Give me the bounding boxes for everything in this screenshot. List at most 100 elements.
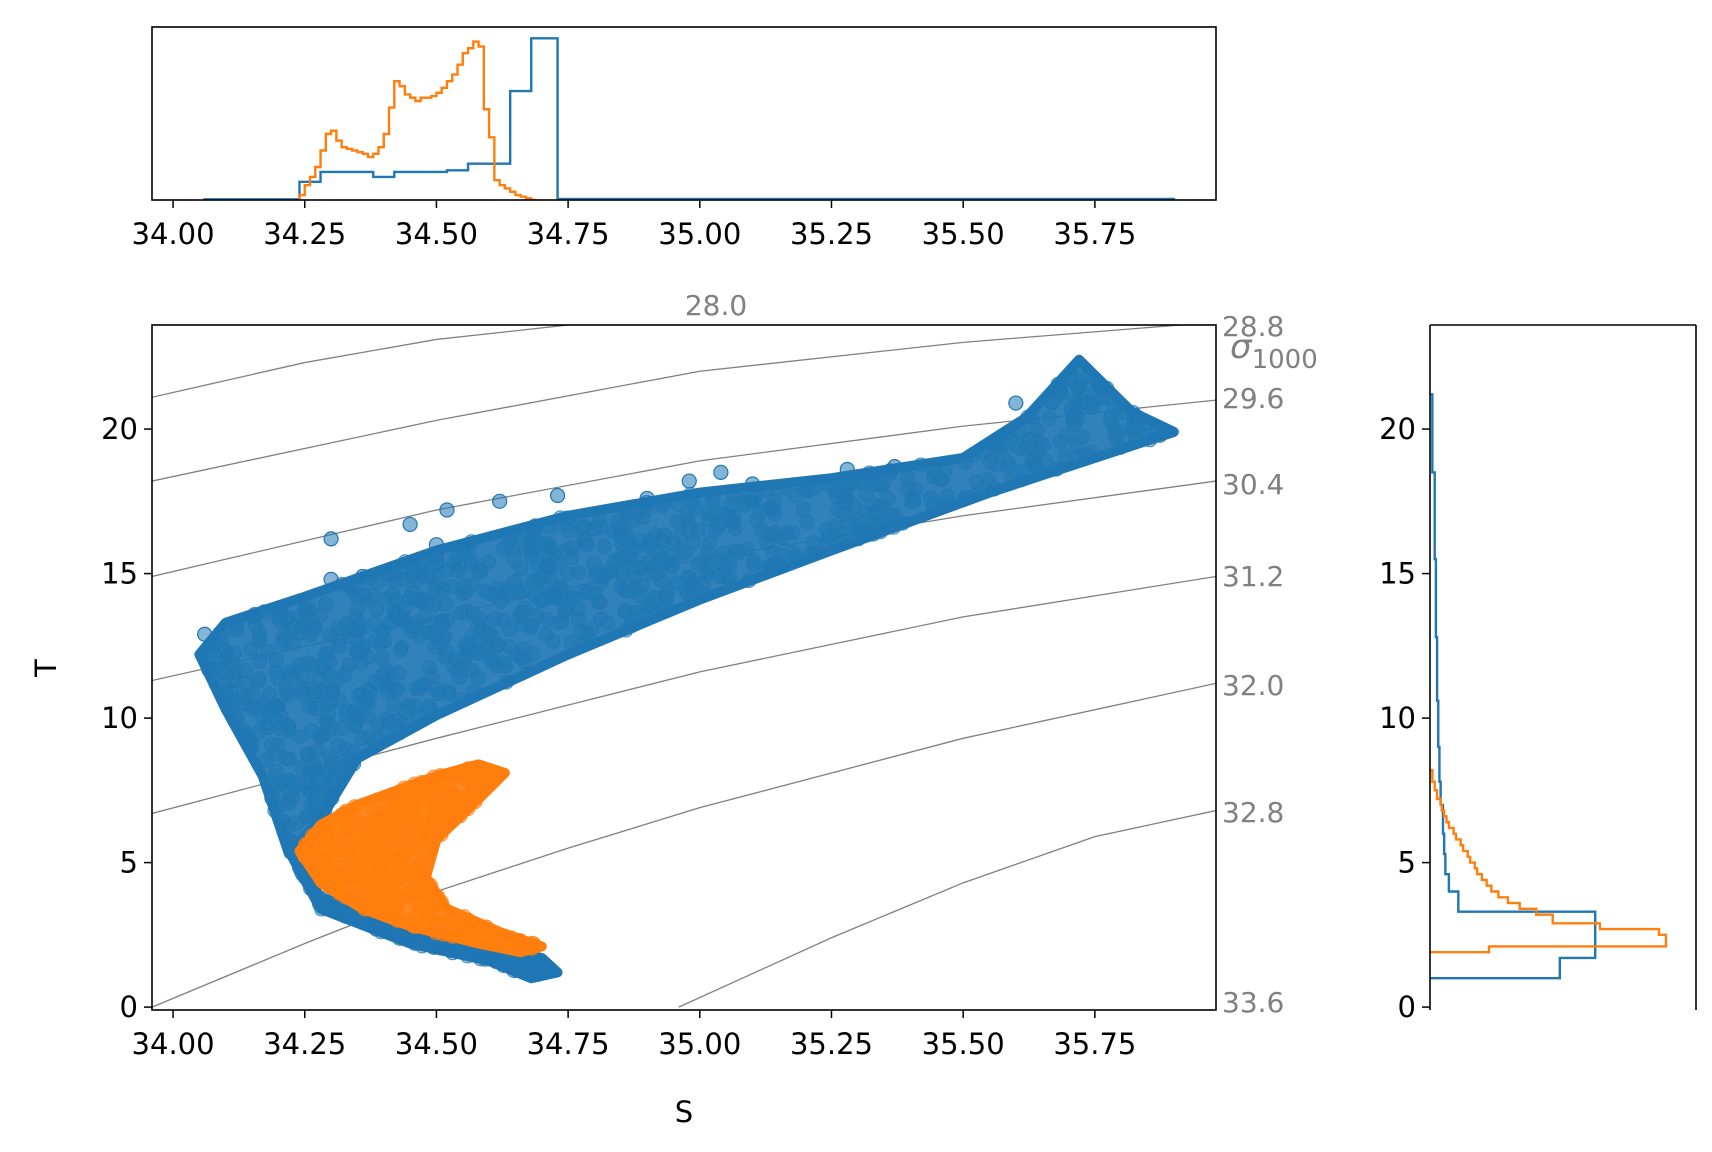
scatter-point — [350, 635, 366, 651]
right-histogram-y-tick-label-0: 0 — [1398, 990, 1416, 1024]
scatter-point — [639, 490, 655, 507]
scatter-point — [305, 857, 321, 873]
scatter-point — [563, 634, 579, 650]
scatter-point — [1048, 461, 1064, 477]
scatter-point — [819, 533, 835, 549]
scatter-point — [653, 573, 669, 589]
scatter-point — [1000, 454, 1016, 470]
scatter-point — [536, 535, 552, 551]
scatter-point — [369, 732, 385, 748]
scatter-point — [873, 477, 889, 493]
scatter-point — [418, 885, 434, 901]
scatter-point — [421, 660, 437, 676]
scatter-point — [362, 845, 378, 861]
scatter-point — [394, 640, 410, 656]
scatter-point — [475, 948, 491, 964]
scatter-point — [412, 887, 428, 903]
scatter-point — [323, 668, 339, 684]
scatter-point — [700, 545, 716, 561]
scatter-point — [605, 523, 621, 539]
scatter-point — [551, 614, 567, 630]
scatter-point — [1024, 409, 1040, 426]
scatter-point — [590, 594, 606, 610]
scatter-point — [454, 800, 470, 816]
scatter-point — [517, 964, 533, 980]
scatter-point — [727, 521, 743, 537]
scatter-point — [405, 783, 421, 799]
scatter-point — [428, 581, 444, 597]
scatter-point — [352, 616, 368, 632]
scatter-point — [315, 727, 331, 743]
scatter-point — [525, 646, 541, 662]
scatter-point — [323, 721, 339, 737]
scatter-point — [245, 609, 261, 625]
scatter-point — [197, 626, 213, 642]
ts-scatter-y-tick-label-3: 15 — [101, 557, 138, 591]
scatter-point — [394, 796, 410, 812]
scatter-point — [341, 657, 357, 673]
top-histogram-x-tick-label-1: 34.25 — [263, 217, 346, 251]
density-axis-label: σ1000 — [1230, 327, 1318, 375]
scatter-point — [701, 506, 717, 522]
scatter-point — [256, 604, 272, 620]
scatter-point — [227, 712, 243, 728]
scatter-point — [900, 470, 916, 486]
scatter-point — [1114, 404, 1130, 420]
scatter-point — [202, 645, 218, 661]
scatter-point — [302, 627, 318, 643]
scatter-point — [654, 498, 670, 514]
scatter-point — [741, 573, 757, 589]
scatter-point — [388, 885, 404, 901]
scatter-point — [367, 737, 383, 753]
scatter-point — [364, 587, 380, 603]
scatter-point — [420, 625, 436, 641]
scatter-point — [495, 612, 511, 628]
scatter-point — [504, 540, 520, 556]
scatter-point — [470, 670, 486, 686]
scatter-point — [612, 550, 628, 566]
scatter-point — [406, 698, 422, 714]
scatter-point — [450, 563, 466, 579]
scatter-point — [473, 762, 489, 778]
scatter-point — [411, 628, 427, 644]
scatter-point — [371, 863, 387, 879]
scatter-point — [515, 641, 531, 657]
scatter-point — [268, 763, 284, 779]
ts-scatter-x-tick-label-3: 34.75 — [527, 1027, 610, 1061]
scatter-point — [1125, 405, 1141, 421]
scatter-point — [326, 832, 342, 848]
scatter-point — [788, 549, 804, 565]
scatter-point — [438, 596, 454, 612]
scatter-point — [419, 894, 435, 910]
scatter-point — [634, 577, 650, 593]
scatter-point — [907, 481, 923, 497]
scatter-point — [583, 621, 599, 637]
scatter-point — [201, 660, 217, 676]
scatter-point — [461, 763, 477, 779]
scatter-point — [385, 566, 401, 582]
scatter-point — [1129, 421, 1145, 437]
density-contour-label-6: 32.8 — [1222, 796, 1284, 829]
scatter-point — [371, 842, 387, 858]
ts-scatter-frame — [151, 324, 1217, 1011]
scatter-point — [464, 557, 480, 573]
scatter-point — [471, 645, 487, 661]
scatter-point — [746, 494, 762, 510]
scatter-point — [433, 614, 449, 630]
scatter-point — [303, 798, 319, 814]
scatter-point — [299, 746, 315, 762]
ts-scatter-x-tick-label-0: 34.00 — [132, 1027, 215, 1061]
scatter-point — [345, 752, 361, 768]
scatter-point — [1072, 378, 1088, 394]
scatter-point — [215, 628, 231, 644]
scatter-point — [310, 857, 326, 873]
scatter-point — [239, 728, 255, 744]
scatter-point — [586, 521, 602, 537]
scatter-point — [648, 605, 664, 621]
top-histogram-x-tick-label-6: 35.50 — [922, 217, 1005, 251]
scatter-point — [623, 611, 639, 627]
scatter-point — [422, 809, 438, 825]
scatter-point — [354, 730, 370, 746]
scatter-point — [596, 539, 612, 555]
scatter-point — [840, 514, 856, 530]
